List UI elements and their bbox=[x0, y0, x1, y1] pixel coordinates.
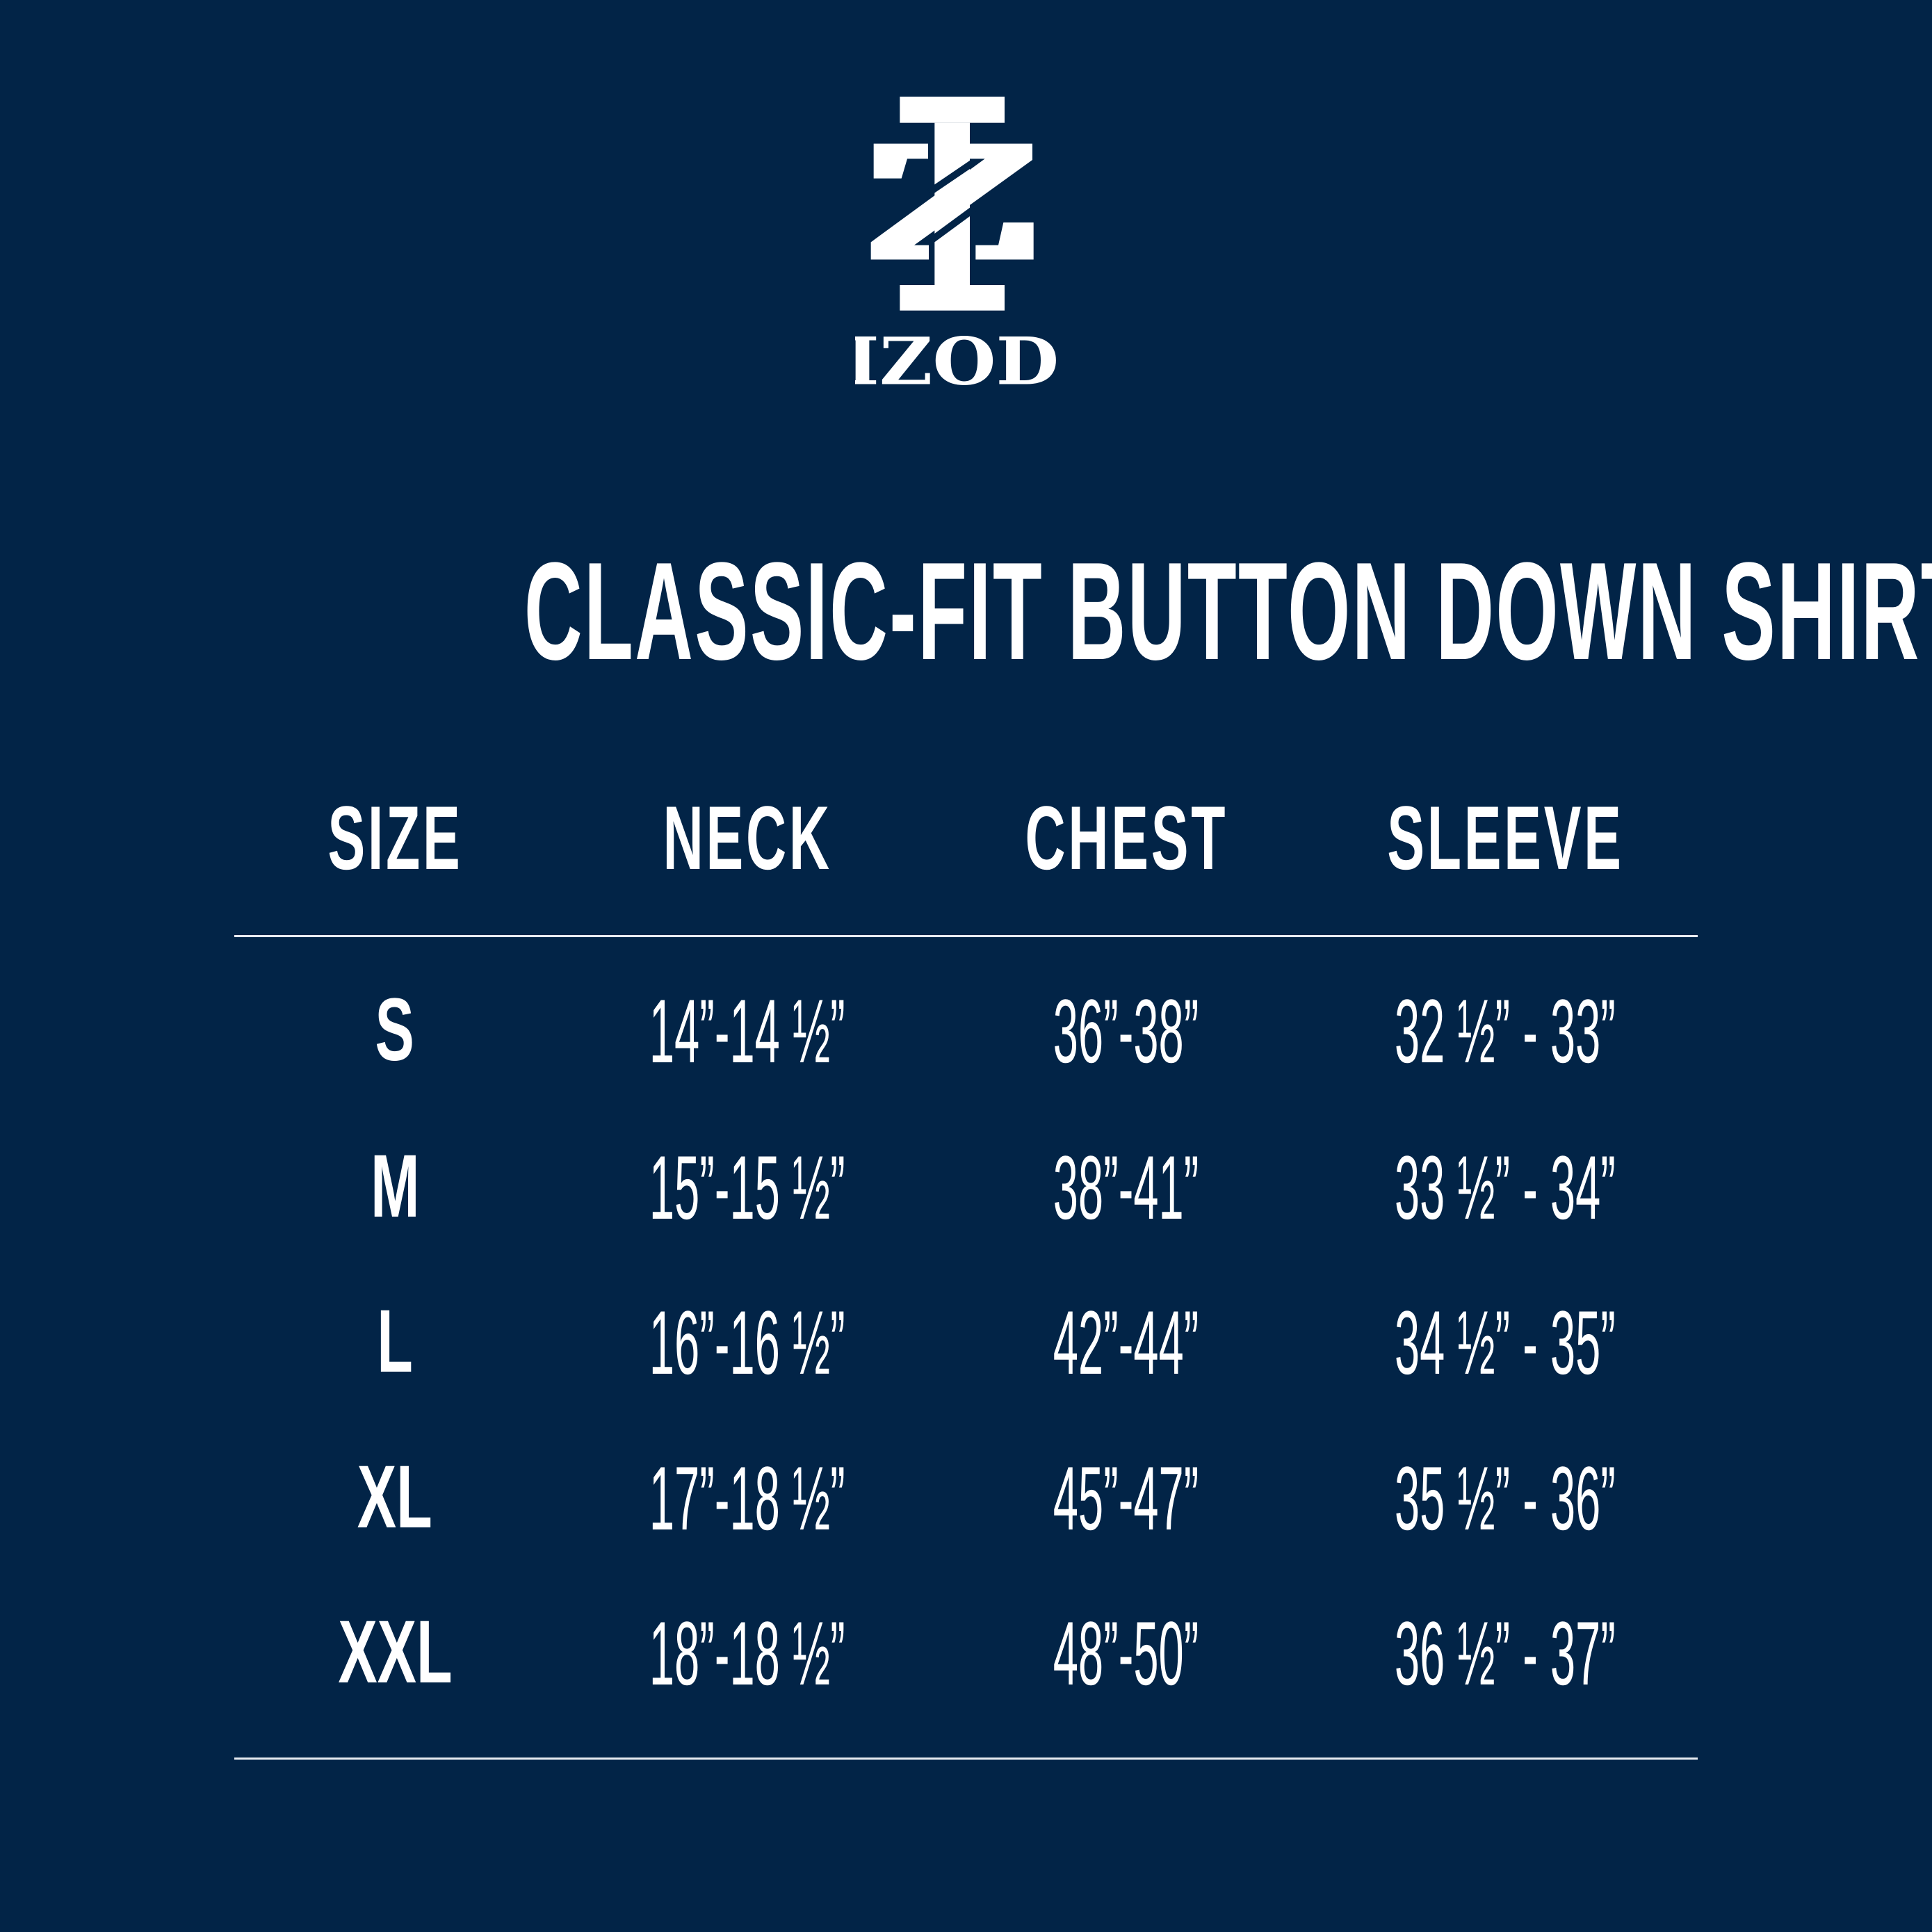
neck-cell: 18”-18 ½” bbox=[649, 1602, 845, 1704]
chest-cell: 45”-47” bbox=[1053, 1447, 1199, 1549]
size-cell: XL bbox=[357, 1447, 432, 1547]
footer-divider bbox=[234, 1758, 1698, 1760]
sleeve-cell: 35 ½” - 36” bbox=[1395, 1447, 1616, 1549]
chest-cell: 48”-50” bbox=[1053, 1602, 1199, 1704]
sleeve-cell: 34 ½” - 35” bbox=[1395, 1292, 1616, 1393]
sleeve-cell: 33 ½” - 34” bbox=[1395, 1137, 1616, 1238]
neck-cell: 17”-18 ½” bbox=[649, 1447, 845, 1549]
logo-wordmark: IZOD bbox=[855, 324, 1059, 396]
chest-cell: 38”-41” bbox=[1053, 1137, 1199, 1238]
header-neck: NECK bbox=[663, 787, 832, 888]
header-sleeve: SLEEVE bbox=[1386, 787, 1624, 888]
sleeve-cell: 36 ½” - 37” bbox=[1395, 1602, 1616, 1704]
size-cell: M bbox=[370, 1137, 420, 1236]
size-cell: S bbox=[375, 980, 415, 1080]
header-size: SIZE bbox=[327, 787, 463, 888]
page-title: CLASSIC-FIT BUTTON DOWN SHIRT bbox=[0, 542, 1932, 681]
title-text: CLASSIC-FIT BUTTON DOWN SHIRT bbox=[523, 534, 1932, 689]
izod-logo: IZOD bbox=[855, 97, 1059, 396]
sleeve-cell: 32 ½” - 33” bbox=[1395, 980, 1616, 1082]
size-cell: XXL bbox=[337, 1602, 453, 1702]
chest-cell: 42”-44” bbox=[1053, 1292, 1199, 1393]
neck-cell: 16”-16 ½” bbox=[649, 1292, 845, 1393]
header-divider bbox=[234, 935, 1698, 937]
neck-cell: 15”-15 ½” bbox=[649, 1137, 845, 1238]
header-chest: CHEST bbox=[1025, 787, 1228, 888]
size-cell: L bbox=[377, 1292, 413, 1391]
chest-cell: 36”-38” bbox=[1053, 980, 1199, 1082]
neck-cell: 14”-14 ½” bbox=[649, 980, 845, 1082]
